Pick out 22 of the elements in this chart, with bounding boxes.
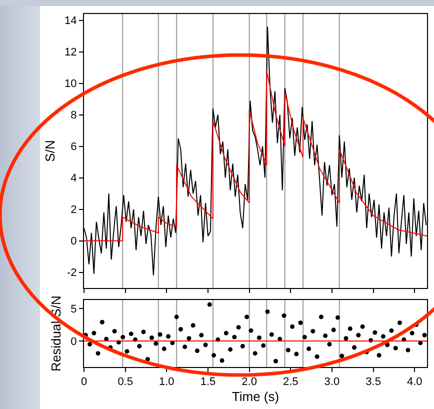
- y-tick-label: 8: [70, 110, 77, 122]
- x-tick-label: 2.0: [242, 376, 257, 388]
- x-tick-label: 0: [80, 376, 88, 388]
- x-tick-label: 2.5: [282, 376, 298, 388]
- y-tick-label: 0: [70, 336, 77, 348]
- x-tick-label: 3.0: [324, 376, 340, 388]
- y-tick-label: 4: [70, 172, 77, 185]
- y-tick-label: 10: [64, 78, 77, 90]
- x-tick-label: 0.5: [118, 376, 133, 388]
- x-tick-label: 1.5: [200, 376, 216, 388]
- x-tick-label: 3.5: [366, 376, 381, 388]
- x-tick-label: 4.0: [406, 376, 422, 388]
- y-tick-label: 6: [70, 141, 77, 154]
- y-axis-title: S/N: [42, 140, 58, 162]
- y-tick-label: 12: [64, 46, 77, 59]
- x-axis-title: Time (s): [232, 388, 280, 404]
- y-tick-label: 2: [70, 204, 77, 216]
- y-tick-label: -2: [67, 267, 77, 280]
- y-tick-label: 5: [70, 303, 77, 316]
- y-tick-label: 0: [70, 236, 77, 248]
- x-tick-label: 1.0: [159, 376, 174, 388]
- y-tick-label: 14: [64, 15, 77, 28]
